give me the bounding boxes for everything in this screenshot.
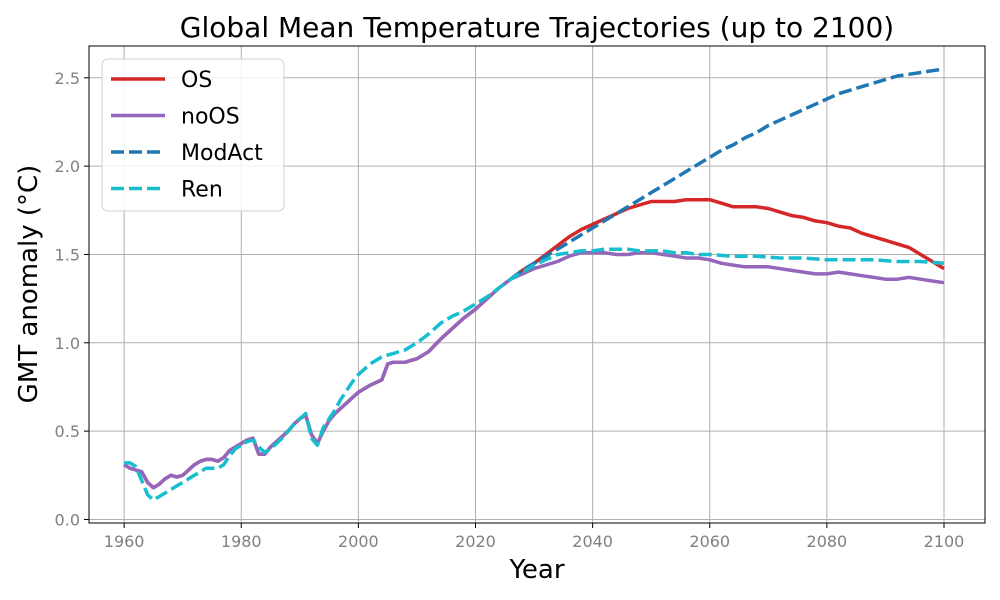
series-line-ren [124,247,945,502]
ticks: 1960 1980 2000 2020 2040 2060 2080 2100 0.0 0.5 1.… [55,69,965,551]
x-tick-label: 2040 [572,532,613,551]
chart-title: Global Mean Temperature Trajectories (up… [180,11,894,44]
x-axis-title: Year [508,555,564,585]
y-tick-label: 1.0 [55,334,80,353]
y-tick-label: 0.5 [55,422,80,441]
legend: OS noOS ModAct Ren [101,58,285,212]
y-tick-label: 1.5 [55,245,80,264]
x-tick-label: 2000 [338,532,379,551]
legend-label-noos: noOS [181,105,240,130]
x-tick-label: 2100 [924,532,965,551]
y-axis-title: GMT anomaly (°C) [14,165,44,404]
x-tick-label: 1960 [104,532,145,551]
y-tick-label: 2.5 [55,69,80,88]
legend-label-ren: Ren [181,178,223,203]
plot-frame [88,45,986,524]
series-line-noos [123,250,945,490]
x-tick-label: 2060 [689,532,730,551]
y-tick-label: 2.0 [55,157,80,176]
legend-label-os: OS [181,68,212,93]
grid [89,46,985,523]
y-tick-label: 0.0 [55,510,80,529]
x-tick-label: 1980 [221,532,262,551]
x-tick-label: 2020 [455,532,496,551]
legend-box [101,58,285,212]
series-layer [123,67,945,502]
x-tick-label: 2080 [807,532,848,551]
legend-label-modact: ModAct [181,141,263,166]
series-line-os [123,197,945,490]
series-line-modact [509,67,945,281]
